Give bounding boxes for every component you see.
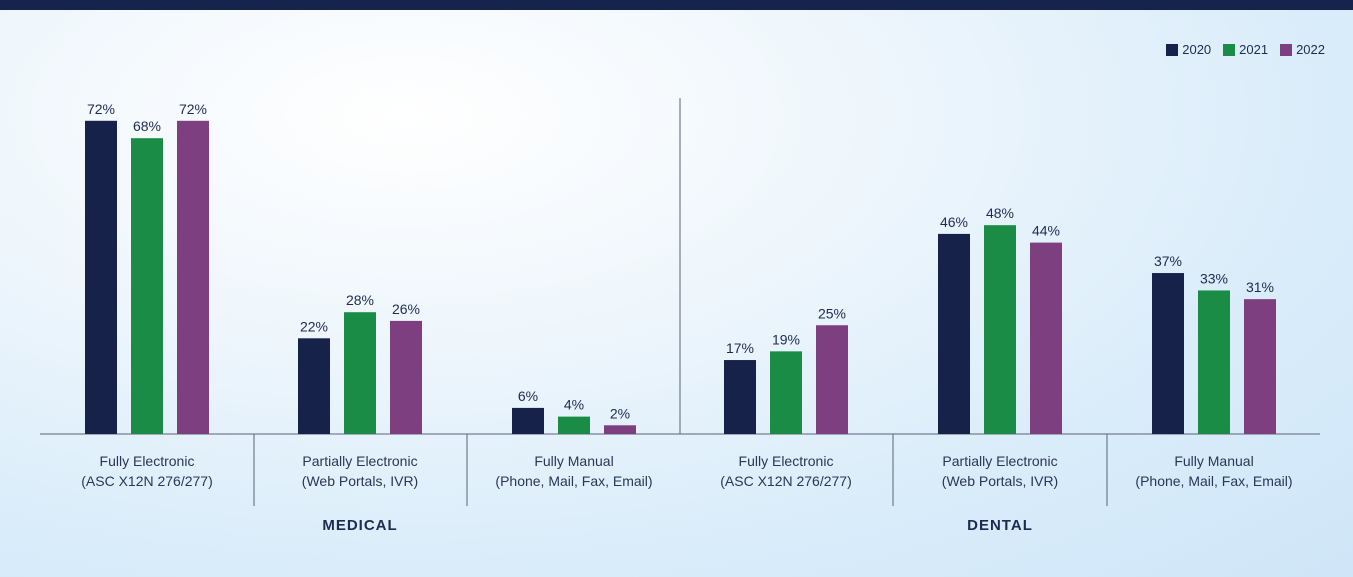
category-label-line2: (Phone, Mail, Fax, Email) [1135,473,1292,489]
bar-value-label: 37% [1154,253,1182,269]
bar-value-label: 46% [940,214,968,230]
legend-item-2022: 2022 [1280,42,1325,57]
bar-dental-2-2021 [984,225,1016,434]
bar-value-label: 31% [1246,279,1274,295]
bar-medical-1-2021 [131,138,163,434]
bar-value-label: 48% [986,205,1014,221]
category-label-line1: Fully Electronic [100,453,195,469]
bar-dental-1-2022 [816,325,848,434]
category-label-line1: Fully Electronic [739,453,834,469]
bar-medical-2-2021 [344,312,376,434]
category-label-line1: Fully Manual [1174,453,1253,469]
category-label-line1: Fully Manual [534,453,613,469]
legend-item-2020: 2020 [1166,42,1211,57]
bar-dental-1-2021 [770,351,802,434]
bar-dental-2-2022 [1030,242,1062,434]
bar-value-label: 33% [1200,270,1228,286]
category-label-line2: (Phone, Mail, Fax, Email) [495,473,652,489]
bar-value-label: 19% [772,331,800,347]
bar-value-label: 25% [818,305,846,321]
legend-item-2021: 2021 [1223,42,1268,57]
group-label-medical: MEDICAL [322,517,397,534]
bar-value-label: 17% [726,340,754,356]
legend-label-2021: 2021 [1239,42,1269,57]
bar-value-label: 72% [87,101,115,117]
bar-value-label: 26% [392,301,420,317]
bar-value-label: 72% [179,101,207,117]
bar-medical-2-2022 [390,320,422,434]
bar-dental-3-2022 [1244,299,1276,434]
bar-medical-1-2022 [177,120,209,435]
bar-value-label: 2% [610,405,630,421]
category-label-line1: Partially Electronic [942,453,1057,469]
bar-dental-3-2020 [1152,273,1184,434]
group-label-dental: DENTAL [967,517,1033,534]
legend-label-2020: 2020 [1182,42,1212,57]
bar-medical-3-2022 [604,425,636,434]
legend-label-2022: 2022 [1296,42,1325,57]
bar-value-label: 68% [133,118,161,134]
bar-value-label: 44% [1032,223,1060,239]
top-bar [0,0,1353,10]
bar-medical-3-2020 [512,407,544,434]
category-label-line2: (ASC X12N 276/277) [81,473,213,489]
bar-dental-2-2020 [938,233,970,434]
bar-value-label: 22% [300,318,328,334]
category-label-line1: Partially Electronic [302,453,417,469]
bar-value-label: 28% [346,292,374,308]
bar-value-label: 4% [564,397,584,413]
bar-medical-3-2021 [558,416,590,434]
legend-swatch-2022 [1280,43,1293,56]
category-label-line2: (Web Portals, IVR) [302,473,418,489]
bar-medical-2-2020 [298,338,330,434]
legend-swatch-2021 [1223,43,1236,56]
legend: 2020 2021 2022 [1166,42,1325,57]
bar-dental-3-2021 [1198,290,1230,434]
category-label-line2: (ASC X12N 276/277) [720,473,852,489]
bar-dental-1-2020 [724,360,756,434]
bar-value-label: 6% [518,388,538,404]
legend-swatch-2020 [1166,43,1179,56]
bar-medical-1-2020 [85,120,117,435]
category-label-line2: (Web Portals, IVR) [942,473,1058,489]
